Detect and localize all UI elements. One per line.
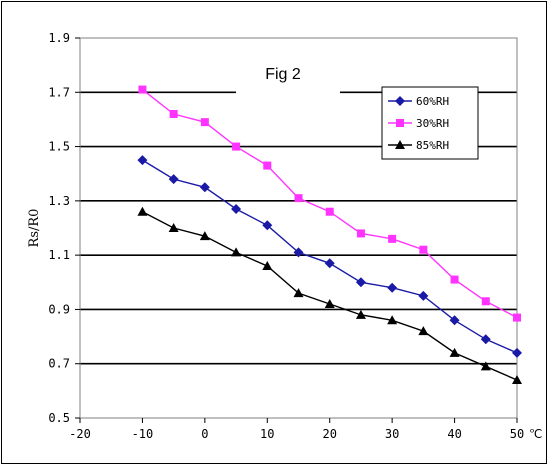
- data-point: [169, 110, 178, 118]
- data-point: [387, 315, 398, 325]
- data-point: [449, 315, 460, 326]
- data-point: [293, 288, 304, 298]
- data-point: [395, 96, 405, 106]
- data-point: [232, 142, 241, 151]
- data-point: [138, 85, 147, 94]
- chart-title: Fig 2: [265, 66, 301, 83]
- data-point: [137, 155, 148, 166]
- data-point: [418, 290, 429, 301]
- series-30%RH: [138, 85, 521, 322]
- x-axis-unit: ℃: [529, 427, 542, 441]
- y-tick-label: 0.7: [48, 357, 70, 371]
- data-point: [419, 245, 428, 254]
- data-point: [324, 258, 335, 269]
- data-point: [231, 247, 242, 257]
- title-background: [236, 80, 340, 100]
- y-tick-label: 1.5: [48, 140, 70, 154]
- data-point: [199, 231, 210, 241]
- series-85%RH: [137, 206, 522, 384]
- data-point: [168, 174, 179, 185]
- data-point: [231, 204, 242, 214]
- data-point: [388, 234, 397, 243]
- data-point: [481, 297, 490, 306]
- data-point: [512, 375, 522, 384]
- data-point: [325, 207, 334, 216]
- data-point: [396, 119, 404, 127]
- legend: 60%RH 30%RH 85%RH: [381, 86, 479, 160]
- data-point: [418, 326, 429, 336]
- y-tick-label: 1.9: [48, 31, 70, 45]
- data-point: [355, 277, 366, 288]
- x-axis-ticks: -20 -10 0 10 20 30 40 50: [69, 418, 524, 441]
- x-tick-label: -10: [132, 427, 154, 441]
- data-point: [450, 275, 459, 284]
- data-point: [199, 182, 210, 193]
- series-line: [142, 211, 518, 381]
- data-point: [200, 118, 209, 127]
- series-line: [142, 159, 518, 354]
- y-tick-label: 0.9: [48, 302, 70, 316]
- data-point: [137, 206, 148, 216]
- data-point: [480, 361, 491, 371]
- data-point: [480, 334, 491, 345]
- plot-area: [79, 37, 518, 419]
- x-tick-label: 0: [201, 427, 208, 441]
- data-point: [262, 220, 273, 231]
- data-point: [293, 247, 304, 258]
- x-tick-label: 40: [447, 427, 461, 441]
- data-point: [294, 194, 303, 203]
- y-axis-label: Rs/R0: [27, 209, 42, 248]
- data-point: [449, 347, 460, 357]
- y-axis-ticks: 0.5 0.7 0.9 1.1 1.3 1.5 1.7 1.9: [48, 31, 80, 425]
- y-tick-label: 1.1: [48, 248, 70, 262]
- data-point: [356, 229, 365, 238]
- legend-label: 60%RH: [416, 95, 449, 108]
- series-group: [137, 85, 522, 384]
- x-tick-label: 10: [260, 427, 274, 441]
- series-60%RH: [137, 155, 522, 358]
- data-point: [355, 309, 366, 319]
- data-point: [513, 313, 521, 322]
- y-tick-label: 0.5: [48, 411, 70, 425]
- legend-label: 85%RH: [416, 139, 449, 152]
- data-point: [395, 140, 405, 149]
- x-tick-label: 20: [322, 427, 336, 441]
- legend-label: 30%RH: [416, 117, 449, 130]
- data-point: [324, 299, 335, 308]
- y-tick-label: 1.3: [48, 194, 70, 208]
- x-tick-label: 50: [510, 427, 524, 441]
- data-point: [168, 223, 179, 232]
- x-tick-label: 30: [385, 427, 399, 441]
- data-point: [512, 347, 522, 358]
- x-tick-label: -20: [69, 427, 91, 441]
- y-tick-label: 1.7: [48, 85, 70, 99]
- data-point: [262, 261, 273, 270]
- data-point: [263, 161, 272, 170]
- data-point: [387, 282, 398, 293]
